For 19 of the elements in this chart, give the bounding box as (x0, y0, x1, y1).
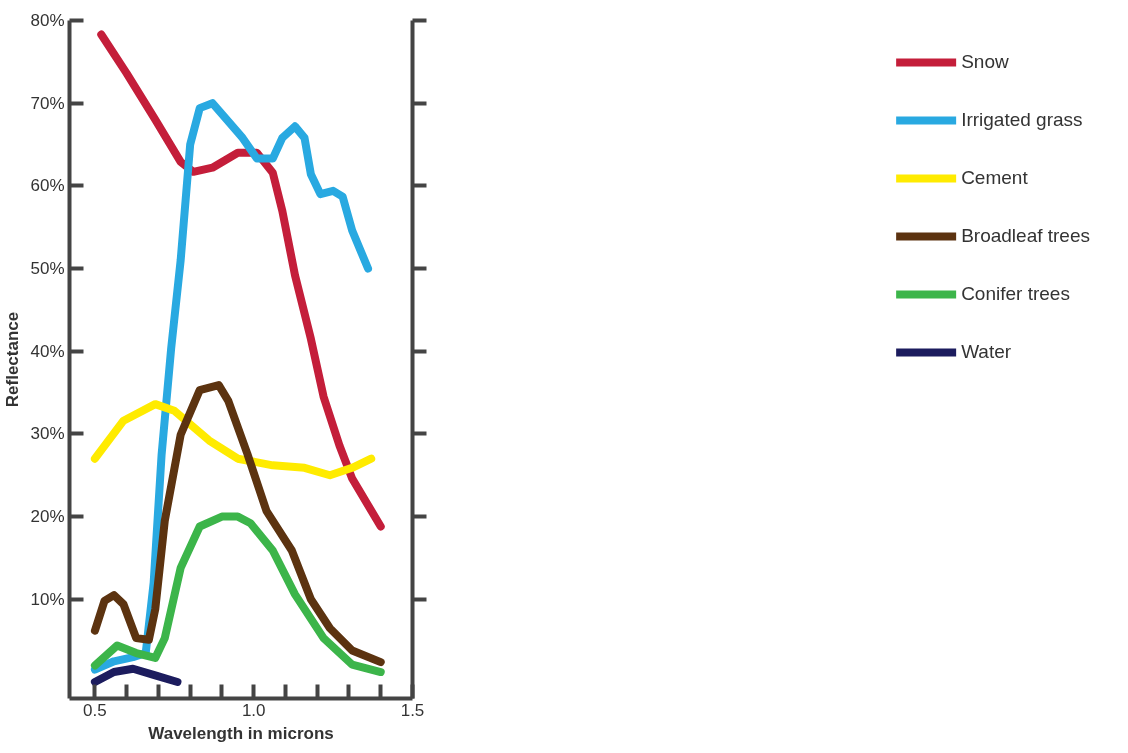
x-tick-label: 0.5 (83, 700, 107, 720)
legend-label: Cement (961, 167, 1028, 189)
x-tick-label: 1.5 (400, 700, 425, 720)
y-tick-label: 60% (30, 176, 65, 196)
y-tick-label: 30% (30, 424, 65, 444)
legend-label: Snow (961, 51, 1009, 73)
y-tick-label: 70% (30, 93, 65, 113)
y-tick-label: 10% (30, 589, 65, 609)
legend-label: Irrigated grass (961, 109, 1083, 131)
legend-label: Water (961, 341, 1012, 363)
y-axis-title: Reflectance (3, 311, 23, 408)
x-axis-title: Wavelength in microns (148, 723, 334, 743)
legend-label: Conifer trees (961, 283, 1070, 305)
y-tick-label: 40% (30, 341, 65, 361)
x-tick-label: 1.0 (241, 700, 266, 720)
legend-label: Broadleaf trees (961, 225, 1090, 247)
y-tick-label: 50% (30, 259, 65, 279)
y-tick-label: 20% (30, 507, 65, 527)
y-tick-label: 80% (30, 11, 65, 30)
